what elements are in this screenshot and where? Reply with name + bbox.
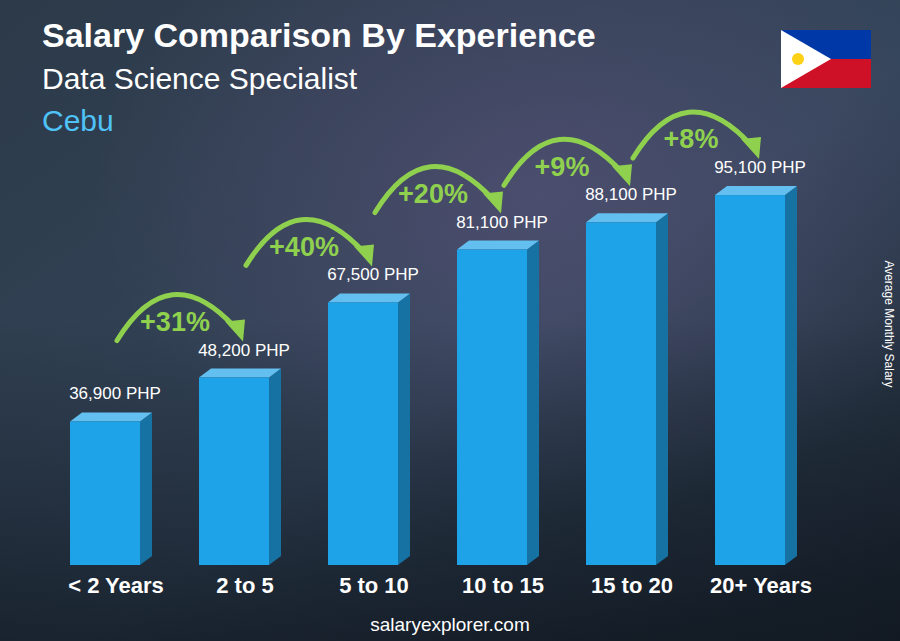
source: salaryexplorer.com — [370, 614, 529, 635]
background-shade — [0, 0, 900, 641]
growth-arrow — [633, 112, 761, 159]
data-label: 36,900 PHP — [69, 384, 161, 403]
bar-group — [586, 213, 668, 565]
bar-group — [199, 369, 281, 565]
bar-top — [70, 412, 152, 421]
bar-top — [715, 186, 797, 195]
data-label: 67,500 PHP — [327, 265, 419, 284]
bar-group — [70, 412, 152, 565]
title: Salary Comparison By Experience — [42, 16, 596, 54]
bar-side — [656, 213, 668, 565]
background — [0, 0, 900, 641]
bar-group — [328, 293, 410, 565]
x-tick-label: 15 to 20 — [591, 573, 673, 598]
background-glow — [0, 0, 900, 641]
bar-side — [269, 369, 281, 565]
bar-side — [398, 293, 410, 565]
bar — [715, 195, 785, 565]
bar-top — [586, 213, 668, 222]
location: Cebu — [42, 104, 114, 137]
y-axis-label: Average Monthly Salary — [882, 260, 896, 387]
annotation: +8% — [664, 124, 719, 154]
bar — [328, 302, 398, 565]
bar — [586, 222, 656, 565]
annotation: +40% — [269, 232, 339, 262]
annotation: +31% — [140, 307, 210, 337]
x-tick-label: 20+ Years — [710, 573, 812, 598]
annotation: +20% — [398, 179, 468, 209]
bar-side — [527, 241, 539, 565]
bar — [457, 250, 527, 565]
x-tick-label: 2 to 5 — [216, 573, 273, 598]
bar-side — [140, 412, 152, 565]
x-tick-label: 10 to 15 — [462, 573, 544, 598]
bar-top — [328, 293, 410, 302]
data-label: 95,100 PHP — [714, 158, 806, 177]
x-tick-label: 5 to 10 — [339, 573, 409, 598]
bar-top — [457, 241, 539, 250]
subtitle: Data Science Specialist — [42, 62, 358, 95]
bar — [199, 378, 269, 565]
annotation: +9% — [535, 152, 590, 182]
bar-top — [199, 369, 281, 378]
bars — [70, 186, 797, 565]
flag — [781, 30, 871, 88]
chart: Salary Comparison By Experience Data Scie… — [0, 0, 900, 641]
data-label: 88,100 PHP — [585, 185, 677, 204]
bar-group — [715, 186, 797, 565]
bar-group — [457, 241, 539, 565]
growth-arrow — [117, 294, 245, 341]
growth-arrow — [504, 139, 632, 186]
x-tick-label: < 2 Years — [68, 573, 164, 598]
data-label: 48,200 PHP — [198, 341, 290, 360]
growth-arrow — [246, 219, 374, 266]
chart-root: Salary Comparison By Experience Data Scie… — [0, 0, 900, 641]
data-label: 81,100 PHP — [456, 213, 548, 232]
bar-side — [785, 186, 797, 565]
growth-arrow — [375, 167, 503, 214]
bar — [70, 421, 140, 565]
